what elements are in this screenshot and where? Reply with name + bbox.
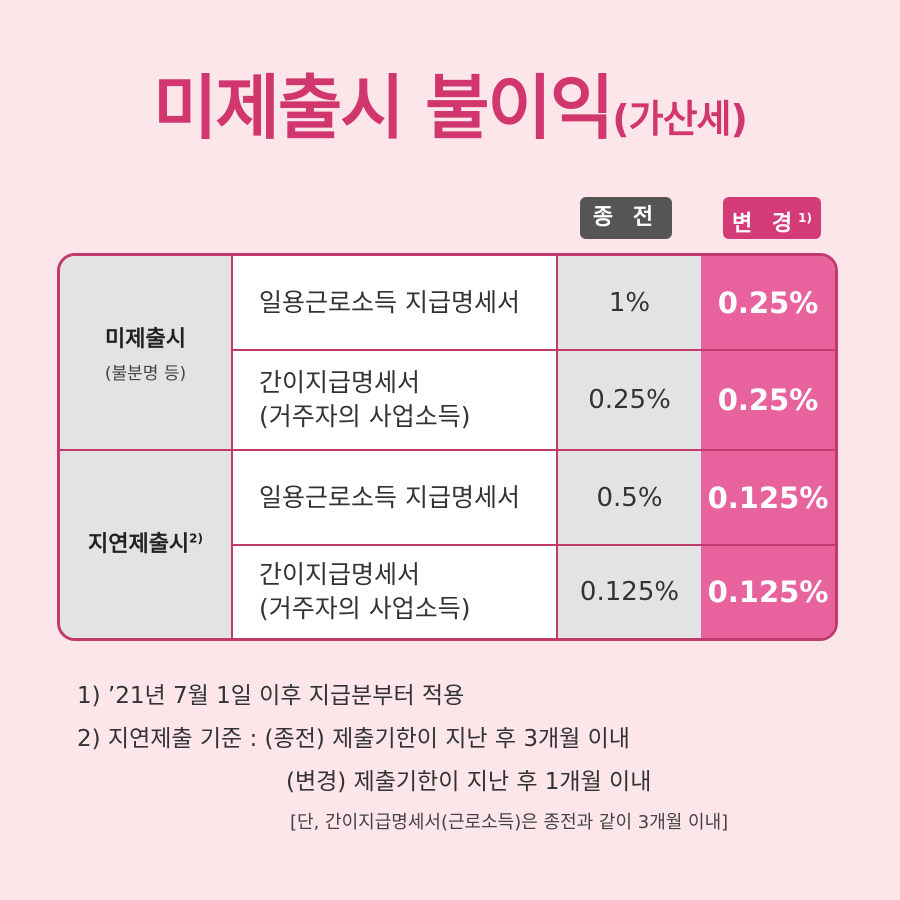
category-note: (불분명 등) [104, 364, 187, 384]
item-line1: 일용근로소득 지급명세서 [259, 482, 520, 512]
previous-rate: 0.125% [558, 546, 701, 638]
previous-rate: 0.25% [558, 351, 701, 451]
title-main: 미제출시 불이익 [153, 67, 614, 149]
category-late-submission: 지연제출시2) [60, 451, 233, 638]
table-row-item: 간이지급명세서 (거주자의 사업소득) [233, 546, 558, 638]
title-sub: (가산세) [612, 97, 748, 141]
category-name: 지연제출시2) [88, 526, 203, 558]
column-header-changed-label: 변 경 [732, 211, 799, 237]
footnote-2: 2) 지연제출 기준 : (종전) 제출기한이 지난 후 3개월 이내 [77, 726, 630, 752]
footnote-2-exception: [단, 간이지급명세서(근로소득)은 종전과 같이 3개월 이내] [290, 812, 729, 833]
previous-rate: 0.5% [558, 451, 701, 546]
footnote-1: 1) ’21년 7월 1일 이후 지급분부터 적용 [77, 683, 465, 709]
item-line1: 일용근로소득 지급명세서 [259, 287, 520, 317]
item-line1: 간이지급명세서 [259, 560, 421, 589]
table-row-item: 간이지급명세서 (거주자의 사업소득) [233, 351, 558, 451]
category-name-text: 미제출시 [105, 327, 186, 352]
changed-rate: 0.25% [701, 256, 835, 351]
previous-rate: 1% [558, 256, 701, 351]
changed-rate: 0.125% [701, 546, 835, 638]
table-row-item: 일용근로소득 지급명세서 [233, 256, 558, 351]
category-name: 미제출시 [105, 321, 186, 353]
column-header-previous-label: 종 전 [592, 205, 660, 230]
column-header-changed: 변 경1) [723, 197, 821, 239]
column-header-previous: 종 전 [580, 197, 672, 239]
item-line1: 간이지급명세서 [259, 368, 421, 397]
penalty-table: 미제출시 (불분명 등) 지연제출시2) 일용근로소득 지급명세서 1% 0.2… [57, 253, 838, 641]
item-line2: (거주자의 사업소득) [259, 402, 471, 431]
category-non-submission: 미제출시 (불분명 등) [60, 256, 233, 451]
page-title: 미제출시 불이익(가산세) [0, 52, 900, 153]
footnote-2-changed: (변경) 제출기한이 지난 후 1개월 이내 [286, 769, 652, 795]
changed-rate: 0.25% [701, 351, 835, 451]
changed-rate: 0.125% [701, 451, 835, 546]
category-footnote-mark: 2) [189, 531, 204, 546]
item-line2: (거주자의 사업소득) [259, 594, 471, 623]
column-header-changed-footnote-mark: 1) [798, 211, 812, 225]
table-row-item: 일용근로소득 지급명세서 [233, 451, 558, 546]
category-name-text: 지연제출시 [87, 531, 190, 557]
